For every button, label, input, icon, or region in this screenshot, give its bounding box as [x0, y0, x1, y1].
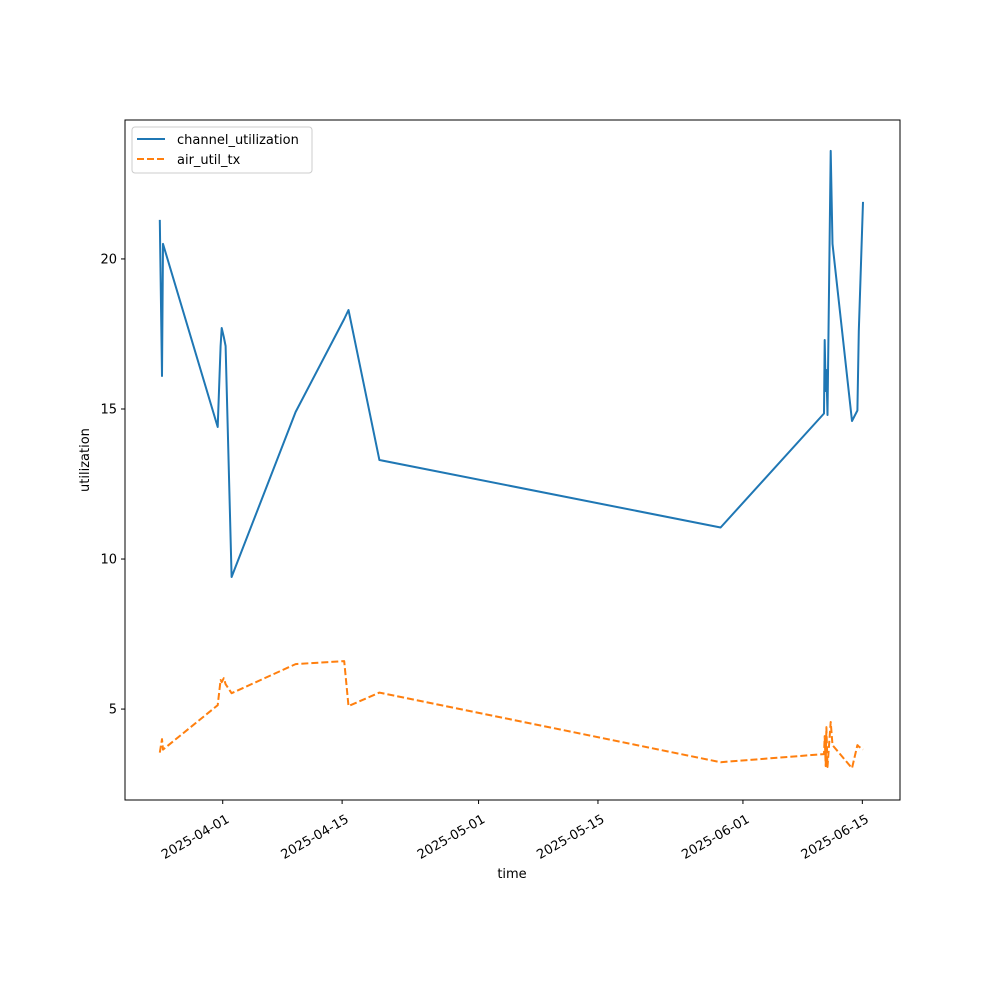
y-tick-label: 10 [100, 553, 117, 568]
x-axis-label: time [497, 867, 526, 882]
x-tick-label: 2025-04-01 [159, 812, 232, 863]
x-tick-label: 2025-04-15 [279, 812, 352, 863]
y-tick-label: 5 [109, 703, 117, 718]
x-tick-label: 2025-06-15 [799, 812, 872, 863]
series-line-air_util_tx [158, 660, 864, 770]
x-tick-label: 2025-06-01 [679, 812, 752, 863]
legend: channel_utilization air_util_tx [131, 126, 313, 174]
legend-label: air_util_tx [177, 153, 241, 168]
x-tick-label: 2025-05-01 [415, 812, 488, 863]
legend-frame [131, 126, 313, 174]
x-tick-label: 2025-05-15 [534, 812, 607, 863]
y-axis-label: utilization [78, 428, 93, 492]
plot-area [124, 119, 901, 801]
y-tick-label: 20 [100, 252, 117, 267]
series-line-channel_utilization [158, 149, 864, 578]
legend-label: channel_utilization [177, 133, 299, 148]
y-tick-label: 15 [100, 402, 117, 417]
